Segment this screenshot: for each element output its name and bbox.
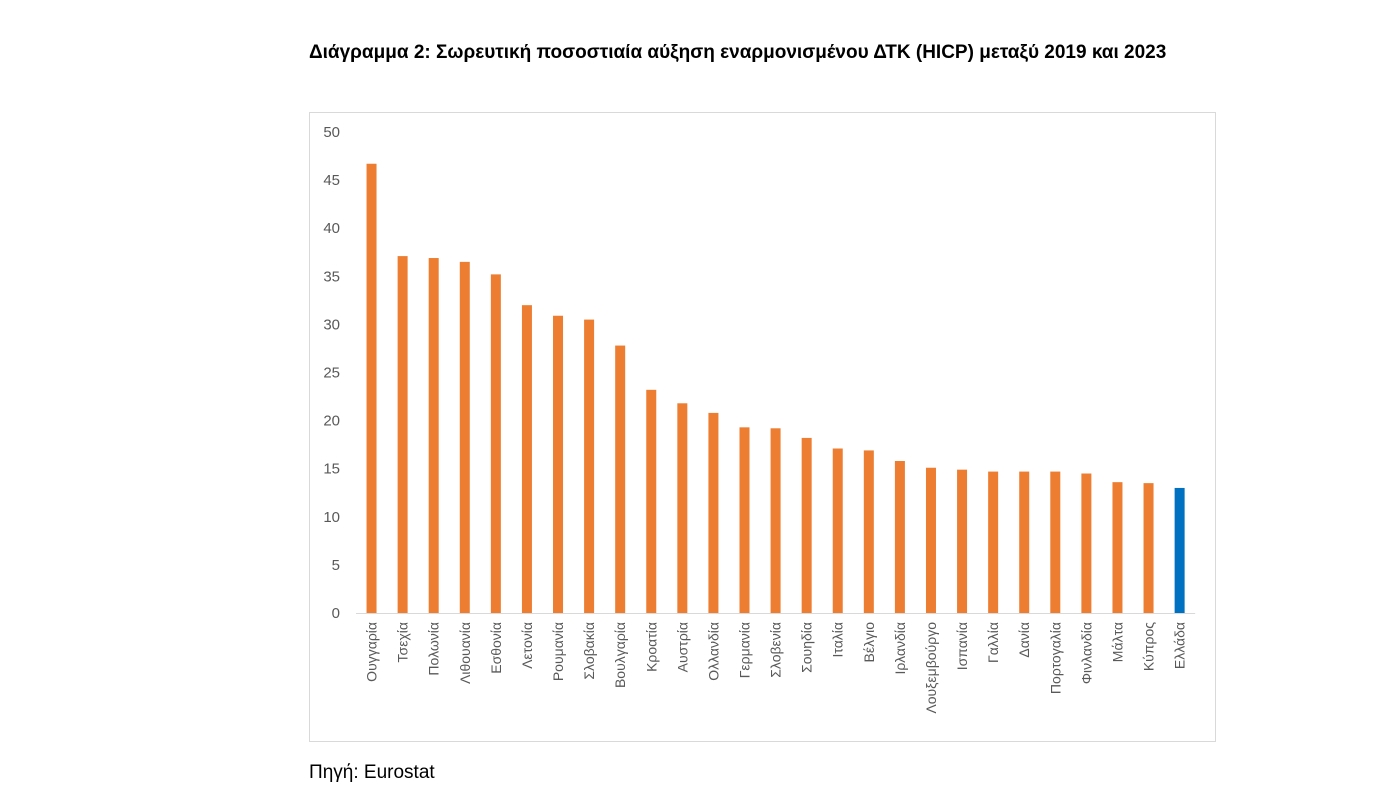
x-tick-label: Βουλγαρία: [612, 622, 628, 688]
bar-4: [490, 274, 501, 613]
x-tick-label: Ελλάδα: [1172, 622, 1188, 669]
bar-18: [925, 467, 936, 613]
x-tick-label: Ιρλανδία: [892, 622, 908, 674]
y-tick-label: 30: [323, 316, 340, 333]
bar-10: [677, 403, 688, 613]
x-tick-label: Εσθονία: [488, 622, 504, 674]
bar-12: [739, 427, 750, 613]
bar-19: [957, 469, 968, 613]
x-tick-label: Λιθουανία: [457, 622, 473, 684]
x-tick-label: Σουηδία: [799, 622, 815, 673]
x-tick-label: Γερμανία: [737, 622, 753, 678]
x-tick-label: Πορτογαλία: [1047, 622, 1063, 694]
bar-17: [894, 461, 905, 613]
y-tick-label: 45: [323, 172, 340, 189]
bar-9: [646, 389, 657, 613]
x-tick-label: Αυστρία: [674, 622, 690, 672]
x-tick-label: Ουγγαρία: [364, 622, 380, 682]
x-tick-label: Πολωνία: [426, 622, 442, 676]
bar-21: [1019, 471, 1030, 613]
x-tick-label: Κροατία: [643, 622, 659, 672]
x-tick-label: Λετονία: [519, 622, 535, 669]
source-note: Πηγή: Eurostat: [309, 762, 435, 783]
y-tick-label: 40: [323, 220, 340, 237]
y-tick-label: 5: [332, 557, 340, 574]
y-tick-label: 20: [323, 413, 340, 430]
x-tick-label: Δανία: [1016, 622, 1032, 658]
x-tick-label: Σλοβενία: [768, 622, 784, 678]
bar-13: [770, 428, 781, 613]
x-tick-label: Σλοβακία: [581, 622, 597, 680]
y-tick-label: 50: [323, 124, 340, 141]
bar-0: [366, 163, 377, 613]
bar-16: [863, 450, 874, 613]
bar-22: [1050, 471, 1061, 613]
x-tick-label: Γαλλία: [985, 622, 1001, 663]
chart-title: Διάγραμμα 2: Σωρευτική ποσοστιαία αύξηση…: [309, 42, 1167, 63]
y-tick-label: 25: [323, 365, 340, 382]
x-tick-label: Ιταλία: [830, 622, 846, 658]
x-tick-label: Φινλανδία: [1078, 622, 1094, 684]
chart-frame: [309, 112, 1216, 742]
bar-7: [584, 319, 595, 613]
bar-11: [708, 412, 719, 613]
x-tick-label: Βέλγιο: [861, 622, 877, 663]
bar-20: [988, 471, 999, 613]
bar-14: [801, 437, 812, 613]
x-tick-label: Λουξεμβούργο: [923, 622, 939, 714]
y-tick-label: 10: [323, 509, 340, 526]
bar-8: [615, 345, 626, 613]
y-tick-label: 35: [323, 268, 340, 285]
y-tick-label: 0: [332, 605, 340, 622]
bar-24: [1112, 482, 1123, 613]
bar-1: [397, 256, 408, 613]
bar-3: [459, 261, 470, 613]
y-tick-label: 15: [323, 461, 340, 478]
x-tick-label: Ισπανία: [954, 622, 970, 670]
x-tick-label: Κύπρος: [1141, 622, 1157, 671]
x-tick-label: Μάλτα: [1109, 622, 1125, 662]
bar-6: [553, 315, 564, 613]
x-tick-label: Ολλανδία: [705, 622, 721, 681]
bar-2: [428, 258, 439, 613]
bar-25: [1143, 483, 1154, 613]
bar-15: [832, 448, 843, 613]
bar-5: [521, 305, 532, 613]
x-tick-label: Ρουμανία: [550, 622, 566, 681]
x-tick-label: Τσεχία: [395, 622, 411, 662]
bar-26: [1174, 487, 1185, 613]
bar-23: [1081, 473, 1092, 613]
